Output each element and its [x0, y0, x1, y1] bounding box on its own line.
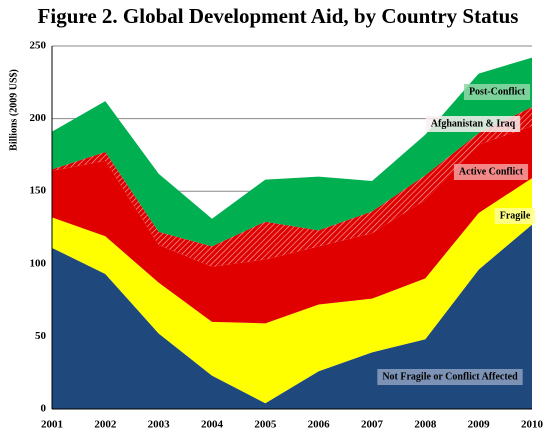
area	[52, 125, 532, 324]
legend-box	[425, 116, 521, 132]
area	[52, 106, 532, 267]
legend-box	[494, 208, 536, 224]
y-tick-label: 250	[30, 40, 47, 52]
y-axis-title: Billions (2009 US$)	[8, 69, 19, 151]
x-tick-label: 2008	[414, 419, 437, 431]
x-tick-label: 2006	[308, 419, 331, 431]
legend-label: Active Conflict	[459, 166, 524, 177]
x-tick-label: 2007	[361, 419, 384, 431]
legend-label: Afghanistan & Iraq	[431, 118, 516, 129]
x-tick-label: 2004	[201, 419, 224, 431]
legend-box	[463, 84, 531, 100]
y-tick-label: 100	[30, 257, 47, 269]
area	[52, 224, 532, 409]
legend-label: Fragile	[500, 210, 531, 221]
x-tick-label: 2003	[148, 419, 171, 431]
legend-box	[377, 369, 523, 385]
x-tick-label: 2002	[94, 419, 117, 431]
x-tick-label: 2001	[41, 419, 63, 431]
y-tick-label: 0	[41, 403, 47, 415]
legend-label: Post-Conflict	[469, 86, 526, 97]
y-tick-label: 150	[30, 185, 47, 197]
legend-label: Not Fragile or Conflict Affected	[382, 371, 518, 382]
area	[52, 178, 532, 404]
area	[52, 57, 532, 247]
chart-title: Figure 2. Global Development Aid, by Cou…	[38, 4, 519, 28]
x-tick-label: 2005	[254, 419, 277, 431]
legend-box	[453, 164, 529, 180]
y-tick-label: 50	[35, 330, 47, 342]
y-tick-label: 200	[30, 112, 47, 124]
x-tick-label: 2009	[468, 419, 491, 431]
x-tick-label: 2010	[521, 419, 544, 431]
